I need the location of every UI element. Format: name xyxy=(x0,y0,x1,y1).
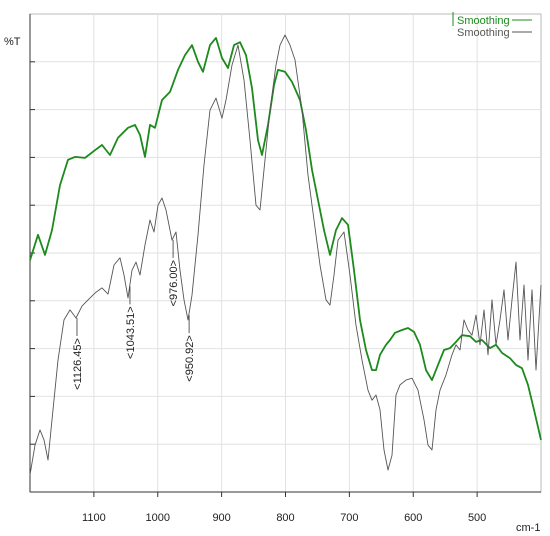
x-tick-label: 1000 xyxy=(146,512,170,524)
x-axis-label: cm-1 xyxy=(516,522,540,534)
x-tick-label: 600 xyxy=(404,512,422,524)
annotation-label: <976.00> xyxy=(168,260,180,307)
x-tick-label: 900 xyxy=(212,512,230,524)
annotation-label: <950.92> xyxy=(184,335,196,382)
x-tick-label: 700 xyxy=(340,512,358,524)
spectrum-line xyxy=(29,34,542,475)
spectrum-line xyxy=(29,37,542,441)
x-tick-label: 500 xyxy=(468,512,486,524)
x-tick-label: 800 xyxy=(276,512,294,524)
y-axis-label: %T xyxy=(4,36,21,48)
x-tick-label: 1100 xyxy=(82,512,106,524)
legend-label: Smoothing xyxy=(457,15,510,27)
legend-label: Smoothing xyxy=(457,27,510,39)
annotation-label: <1043.51> xyxy=(125,306,137,359)
annotation-label: <1126.45> xyxy=(72,338,84,390)
